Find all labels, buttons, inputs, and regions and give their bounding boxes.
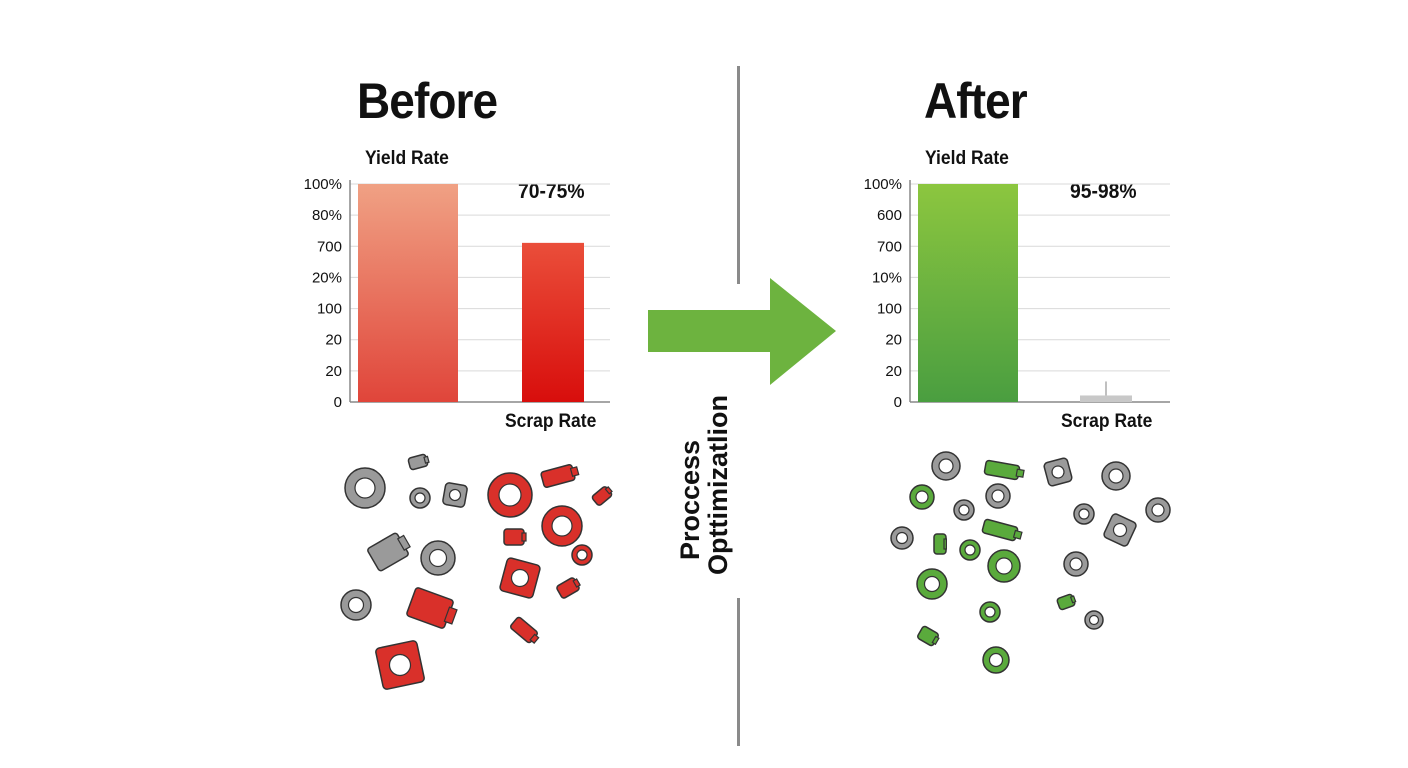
gray-part-icon [367, 532, 411, 572]
green-part-icon [909, 484, 935, 510]
red-part-icon [540, 464, 580, 488]
yield-rate-bar [358, 184, 458, 402]
red-part-icon [571, 544, 593, 566]
green-part-icon [981, 518, 1023, 542]
gray-part-icon [1101, 461, 1131, 491]
scrap-rate-bar [1080, 395, 1132, 402]
gray-part-icon [407, 453, 430, 471]
gray-part-icon [409, 487, 431, 509]
process-optimization-label: Proccess Opttimizatlion [675, 395, 736, 575]
scrap-rate-bar [522, 242, 584, 402]
red-part-icon [541, 505, 583, 547]
divider-top [737, 66, 740, 284]
gray-part-icon [1043, 457, 1073, 487]
y-tick-label: 20 [885, 332, 902, 349]
before-chart: 100% 80% 700 20% 100 20 20 0 [304, 176, 610, 411]
before-ylabel: Yield Rate [365, 148, 449, 169]
green-part-icon [1056, 593, 1077, 611]
y-tick-label: 0 [894, 394, 902, 411]
gray-part-icon [340, 589, 372, 621]
after-xlabel: Scrap Rate [1061, 411, 1153, 432]
green-part-icon [933, 533, 948, 555]
after-parts-illustration [890, 451, 1171, 674]
gray-part-icon [985, 483, 1011, 509]
gray-part-icon [890, 526, 914, 550]
y-tick-label: 100% [304, 176, 342, 193]
y-tick-label: 100 [317, 301, 342, 318]
gray-part-icon [442, 482, 468, 508]
green-part-icon [982, 646, 1010, 674]
green-part-icon [983, 459, 1025, 481]
gray-part-icon [1084, 610, 1104, 630]
gray-part-icon [1073, 503, 1095, 525]
red-part-icon [499, 557, 541, 599]
gray-part-icon [953, 499, 975, 521]
y-tick-label: 80% [312, 207, 342, 224]
before-annotation: 70-75% [518, 180, 585, 203]
yield-rate-bar [918, 184, 1018, 402]
green-part-icon [917, 625, 940, 647]
gray-part-icon [344, 467, 386, 509]
process-label-line2: Opttimizatlion [703, 395, 733, 575]
y-tick-label: 10% [872, 269, 902, 286]
y-tick-label: 20 [325, 363, 342, 380]
red-part-icon [556, 577, 581, 599]
red-part-icon [487, 472, 533, 518]
green-part-icon [916, 568, 948, 600]
after-annotation: 95-98% [1070, 180, 1137, 203]
y-tick-label: 20 [325, 332, 342, 349]
green-part-icon [987, 549, 1021, 583]
y-tick-label: 100 [877, 301, 902, 318]
gray-part-icon [1063, 551, 1089, 577]
y-tick-label: 100% [864, 176, 902, 193]
y-tick-label: 700 [877, 238, 902, 255]
y-tick-label: 700 [317, 238, 342, 255]
y-tick-label: 20% [312, 269, 342, 286]
gray-part-icon [420, 540, 456, 576]
process-label-line1: Proccess [675, 439, 705, 561]
red-part-icon [375, 640, 425, 690]
before-title: Before [357, 73, 498, 129]
gray-part-icon [931, 451, 961, 481]
green-part-icon [979, 601, 1001, 623]
before-parts-illustration [340, 453, 613, 690]
green-part-icon [959, 539, 981, 561]
red-part-icon [591, 486, 613, 506]
after-title: After [924, 73, 1028, 129]
red-part-icon [510, 616, 540, 644]
divider-bottom [737, 598, 740, 746]
y-tick-label: 20 [885, 363, 902, 380]
after-chart: 100% 600 700 10% 100 20 20 0 [864, 176, 1170, 411]
y-tick-label: 0 [334, 394, 342, 411]
gray-part-icon [1145, 497, 1171, 523]
right-arrow-icon [648, 278, 836, 385]
gray-part-icon [1103, 513, 1137, 547]
y-tick-label: 600 [877, 207, 902, 224]
red-part-icon [406, 587, 458, 629]
after-ylabel: Yield Rate [925, 148, 1009, 169]
before-xlabel: Scrap Rate [505, 411, 597, 432]
red-part-icon [503, 528, 527, 546]
